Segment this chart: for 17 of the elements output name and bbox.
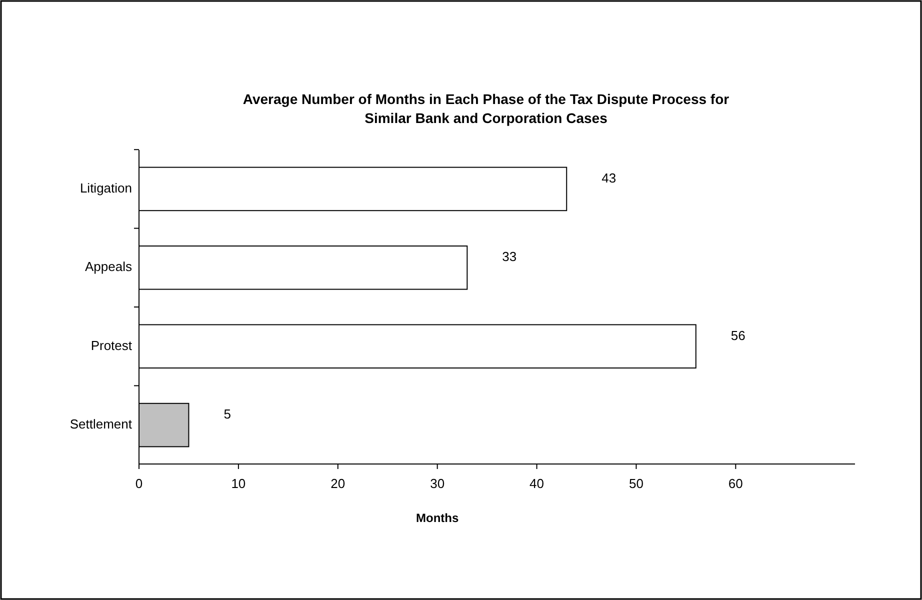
x-tick-label: 20 (330, 476, 346, 491)
data-label: 43 (602, 170, 616, 186)
data-label: 56 (730, 328, 746, 343)
data-label: 5 (224, 406, 231, 422)
x-tick-label: 40 (530, 476, 544, 491)
y-tick-label: Protest (90, 338, 132, 353)
x-tick-label: 30 (430, 476, 445, 491)
x-tick-label: 0 (135, 476, 143, 491)
y-tick-label: Appeals (85, 259, 132, 274)
data-label: 33 (502, 249, 517, 264)
y-tick-label: Litigation (80, 180, 132, 196)
chart-title: Average Number of Months in Each Phase of the Tax Dispute Process for Similar Bank and Corporation Cases (242, 91, 730, 126)
y-tick-label: Settlement (70, 416, 132, 432)
x-tick-label: 10 (231, 476, 246, 491)
x-axis-title: Months (416, 511, 459, 525)
x-tick-label: 50 (628, 476, 644, 491)
x-tick-label: 60 (728, 476, 743, 491)
